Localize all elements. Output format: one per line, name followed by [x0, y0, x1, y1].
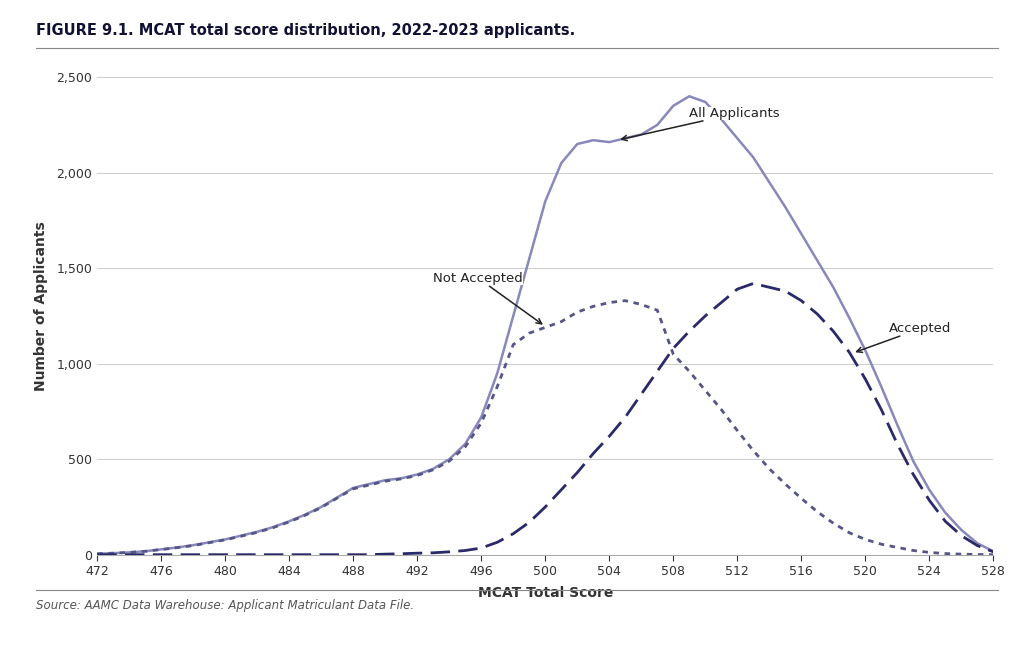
Text: Not Accepted: Not Accepted — [433, 272, 542, 324]
Text: Source: AAMC Data Warehouse: Applicant Matriculant Data File.: Source: AAMC Data Warehouse: Applicant M… — [36, 599, 414, 611]
X-axis label: MCAT Total Score: MCAT Total Score — [477, 586, 613, 600]
Text: Accepted: Accepted — [857, 322, 951, 352]
Y-axis label: Number of Applicants: Number of Applicants — [34, 221, 48, 392]
Text: All Applicants: All Applicants — [622, 107, 780, 141]
Text: FIGURE 9.1. MCAT total score distribution, 2022-2023 applicants.: FIGURE 9.1. MCAT total score distributio… — [36, 23, 575, 37]
